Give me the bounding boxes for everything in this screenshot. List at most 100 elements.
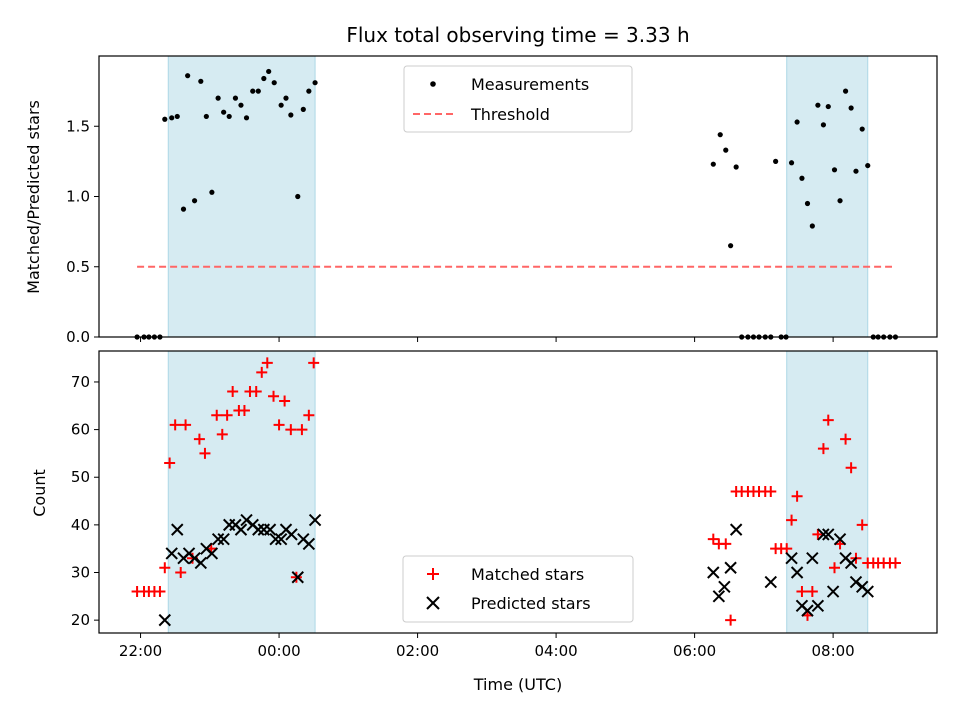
bottom-x-ticks: 22:00 00:00 02:00 04:00 06:00 08:00 <box>119 633 855 660</box>
y-tick-label: 20 <box>71 611 90 629</box>
predicted-star-point <box>285 528 298 541</box>
bottom-plot-frame <box>98 350 938 634</box>
matched-star-point <box>889 557 901 569</box>
x-tick-label: 02:00 <box>396 642 439 660</box>
predicted-star-point <box>194 556 208 570</box>
matched-star-point <box>791 490 803 502</box>
measurement-point <box>221 109 227 115</box>
predicted-star-point <box>724 561 737 574</box>
x-tick-label: 00:00 <box>257 642 300 660</box>
measurement-point <box>209 189 215 195</box>
legend-measurement-marker <box>430 81 436 87</box>
measurement-point <box>723 147 729 153</box>
matched-star-point <box>806 586 818 598</box>
predicted-star-point <box>205 547 219 560</box>
measurement-point <box>255 88 261 94</box>
matched-star-point <box>822 414 834 426</box>
predicted-star-point <box>806 552 819 565</box>
measurement-point <box>825 103 831 110</box>
measurement-point <box>162 116 168 122</box>
matched-star-point <box>256 366 268 378</box>
x-tick-label: 22:00 <box>119 642 162 660</box>
y-tick-label: 0.5 <box>66 258 90 276</box>
matched-star-point <box>175 567 187 579</box>
measurement-point <box>733 164 739 170</box>
measurement-point <box>198 78 204 84</box>
measurement-point <box>238 102 244 108</box>
measurement-point <box>295 193 301 200</box>
matched-star-point <box>238 405 250 417</box>
bottom-panel: 20 30 40 50 60 70 22:00 00:00 02:00 04:00 06:00 08… <box>30 350 938 694</box>
matched-star-point <box>193 433 205 445</box>
predicted-star-point <box>188 552 201 565</box>
matched-star-point <box>261 357 273 369</box>
matched-star-point <box>227 385 239 397</box>
predicted-star-point <box>308 513 322 527</box>
y-tick-label: 30 <box>71 564 90 582</box>
x-tick-label: 06:00 <box>673 642 716 660</box>
y-tick-label: 40 <box>71 516 90 534</box>
measurement-point <box>717 132 723 138</box>
measurement-point <box>837 198 843 204</box>
predicted-star-point <box>729 523 743 536</box>
matched-star-point <box>159 562 171 574</box>
predicted-star-point <box>302 537 316 551</box>
matched-star-point <box>199 447 211 459</box>
predicted-star-point <box>861 585 874 598</box>
y-tick-label: 1.0 <box>66 188 90 206</box>
x-axis-label: Time (UTC) <box>473 675 562 694</box>
predicted-star-point <box>849 575 863 589</box>
y-tick-label: 70 <box>71 373 90 391</box>
bottom-legend-box <box>402 555 634 623</box>
matched-star-point <box>285 424 297 436</box>
matched-star-point <box>273 419 285 431</box>
measurement-point <box>799 175 805 181</box>
measurement-point <box>842 88 849 94</box>
predicted-star-point <box>240 513 253 527</box>
measurement-point <box>288 112 294 118</box>
matched-star-point <box>279 395 291 407</box>
matched-star-point <box>221 409 233 421</box>
legend-predicted-label: Predicted stars <box>471 594 591 613</box>
legend-threshold-label: Threshold <box>470 105 550 124</box>
predicted-star-points <box>158 513 874 627</box>
matched-star-point <box>720 538 732 550</box>
measurement-point <box>271 80 277 86</box>
predicted-star-point <box>817 528 830 541</box>
bottom-shaded-intervals <box>167 350 869 634</box>
bottom-y-ticks: 20 30 40 50 60 70 <box>71 373 99 629</box>
measurement-point <box>809 223 815 229</box>
matched-star-point <box>707 533 719 545</box>
top-legend: Measurements Threshold <box>403 65 633 133</box>
predicted-star-point <box>707 566 720 579</box>
predicted-star-point <box>790 566 804 579</box>
shaded-interval-1 <box>786 350 869 634</box>
top-x-ticks <box>140 337 834 342</box>
shaded-interval-1 <box>786 55 869 338</box>
matched-star-points <box>131 357 901 626</box>
bottom-legend: Matched stars Predicted stars <box>402 555 634 623</box>
measurement-point <box>820 122 827 128</box>
shaded-interval-0 <box>167 350 316 634</box>
chart-title: Flux total observing time = 3.33 h <box>346 23 689 47</box>
top-y-ticks: 0.0 0.5 1.0 1.5 <box>66 117 99 346</box>
predicted-star-point <box>822 528 835 541</box>
predicted-star-point <box>158 613 172 627</box>
measurement-point <box>773 158 779 164</box>
measurement-point <box>283 95 289 101</box>
matched-star-point <box>180 419 192 431</box>
matched-star-point <box>164 457 176 469</box>
matched-star-point <box>786 514 798 526</box>
measurement-point <box>250 88 256 94</box>
measurement-point <box>312 80 318 86</box>
legend-measurements-label: Measurements <box>471 75 589 94</box>
measurement-point <box>226 113 232 120</box>
measurement-point <box>261 75 267 82</box>
measurement-point <box>728 243 734 249</box>
shaded-interval-0 <box>167 55 316 338</box>
predicted-star-point <box>764 575 777 589</box>
y-tick-label: 60 <box>71 421 90 439</box>
measurement-point <box>710 161 716 167</box>
measurement-point <box>848 105 854 111</box>
